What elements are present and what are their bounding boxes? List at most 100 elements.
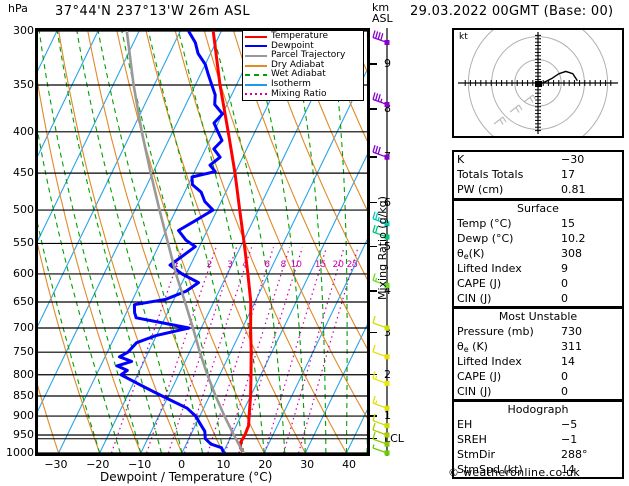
height-unit-line1: km (372, 1, 390, 14)
temperature-tick-label: 40 (342, 458, 357, 471)
stat-row: Dewp (°C) 10.2 (454, 231, 622, 246)
stat-key: Temp (°C) (457, 217, 512, 230)
most-unstable-panel: Most Unstable Pressure (mb) 730 θe (K) 311 Li… (452, 307, 624, 401)
wind-barb (372, 224, 390, 240)
svg-text:25: 25 (347, 260, 358, 270)
surface-panel-title: Surface (517, 202, 559, 215)
pressure-unit-label: hPa (8, 2, 28, 15)
legend-label: Temperature (271, 31, 329, 41)
height-tick-mark (370, 156, 377, 158)
stat-key: Pressure (mb) (457, 325, 534, 338)
stat-key: Totals Totals (457, 168, 524, 181)
pressure-tick-label: 700 (13, 320, 34, 334)
stat-value: 17 (561, 168, 575, 181)
wind-barb (372, 422, 390, 438)
hodograph-panel[interactable]: kt (452, 12, 624, 154)
temperature-axis: −30 −20 −10 0 10 20 30 40 (35, 456, 370, 486)
stat-key: θe(K) (457, 247, 485, 261)
wind-barbs (372, 28, 390, 456)
legend-label: Isotherm (271, 78, 311, 89)
legend-swatch-icon (245, 35, 267, 38)
legend-swatch-icon (245, 45, 267, 48)
svg-text:20: 20 (333, 260, 345, 270)
legend-label: Mixing Ratio (271, 88, 327, 99)
stat-row: EH −5 (454, 417, 622, 432)
stat-row: PW (cm) 0.81 (454, 182, 622, 197)
pressure-tick-label: 450 (13, 166, 34, 180)
stat-key: CAPE (J) (457, 277, 502, 290)
wind-barb (372, 413, 390, 429)
wind-barb (372, 92, 390, 108)
svg-text:8: 8 (281, 260, 287, 270)
stat-value: 10.2 (561, 232, 586, 245)
legend-label: Wet Adiabat (271, 69, 326, 80)
legend-item: Wet Adiabat (245, 70, 361, 80)
stat-value: 0 (561, 385, 568, 398)
hodograph-unit-label: kt (459, 32, 468, 42)
wind-barb (372, 396, 390, 411)
pressure-tick-label: 800 (13, 367, 34, 381)
stat-row: Lifted Index 9 (454, 261, 622, 276)
wind-barb (372, 315, 390, 331)
stat-row: Pressure (mb) 730 (454, 324, 622, 339)
height-tick-mark (370, 415, 377, 417)
stat-value: 0.81 (561, 183, 586, 196)
stat-key: StmDir (457, 448, 496, 461)
pressure-tick-label: 950 (13, 428, 34, 442)
stat-row: CIN (J) 0 (454, 291, 622, 306)
svg-text:15: 15 (315, 260, 326, 270)
stat-value: 288° (561, 448, 588, 461)
legend-swatch-icon (245, 54, 267, 57)
svg-text:1: 1 (173, 260, 179, 270)
stat-key: Dewp (°C) (457, 232, 514, 245)
stat-value: 0 (561, 277, 568, 290)
legend-swatch-icon (245, 74, 267, 77)
legend-item: Mixing Ratio (245, 88, 361, 100)
height-tick-mark (370, 108, 377, 110)
stat-row: θe(K) 308 (454, 246, 622, 261)
stat-row: θe (K) 311 (454, 339, 622, 354)
station-title: 37°44'N 237°13'W 26m ASL (55, 4, 251, 19)
wind-barb (372, 444, 390, 456)
stat-key: Lifted Index (457, 355, 522, 368)
mixing-ratio-axis-label: Mixing Ratio (g/kg) (376, 196, 389, 300)
stat-row: CAPE (J) 0 (454, 276, 622, 291)
wind-barb (372, 273, 390, 288)
wind-barb (372, 431, 390, 447)
legend-label: Dewpoint (271, 40, 314, 51)
temperature-tick-label: −20 (86, 458, 110, 471)
height-tick-mark (370, 245, 377, 248)
stat-row: StmDir 288° (454, 447, 622, 462)
most-unstable-panel-title: Most Unstable (498, 310, 578, 323)
wind-barb (372, 371, 390, 386)
pressure-tick-label: 750 (13, 345, 34, 359)
legend-label: Dry Adiabat (271, 59, 325, 70)
stat-row: SREH −1 (454, 432, 622, 447)
stat-key: K (457, 153, 465, 166)
legend-item: Parcel Trajectory (245, 51, 361, 61)
stat-key: EH (457, 418, 473, 431)
svg-text:3: 3 (227, 260, 233, 270)
pressure-tick-label: 300 (13, 24, 34, 37)
pressure-tick-label: 400 (13, 124, 34, 138)
stat-value: 0 (561, 370, 568, 383)
stat-value: 730 (561, 325, 582, 338)
wind-barb (372, 30, 390, 45)
pressure-tick-label: 1000 (6, 446, 34, 459)
height-tick-mark (370, 290, 377, 292)
temperature-tick-label: 30 (300, 458, 315, 471)
stat-key: θe (K) (457, 340, 488, 354)
pressure-tick-label: 550 (13, 236, 34, 250)
pressure-tick-label: 850 (13, 389, 34, 403)
height-tick-mark (370, 63, 377, 65)
stat-value: 14 (561, 463, 575, 476)
height-tick-mark (370, 331, 377, 334)
run-datetime-label: 29.03.2022 00GMT (Base: 00) (410, 4, 614, 19)
wind-barb-column (370, 28, 404, 456)
x-axis-title: Dewpoint / Temperature (°C) (100, 470, 273, 484)
legend-item: Isotherm (245, 78, 361, 90)
height-tick-mark (370, 201, 377, 204)
stat-key: CIN (J) (457, 292, 492, 305)
legend-label: Parcel Trajectory (271, 50, 346, 61)
height-unit-line2: ASL (372, 12, 393, 25)
